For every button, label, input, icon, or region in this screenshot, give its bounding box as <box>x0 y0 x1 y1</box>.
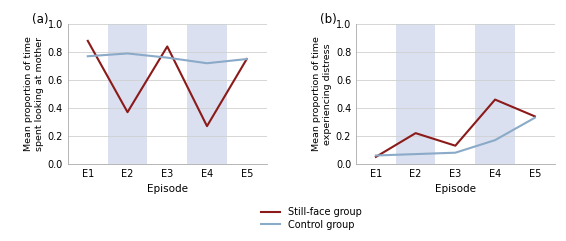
X-axis label: Episode: Episode <box>435 184 476 194</box>
Legend: Still-face group, Control group: Still-face group, Control group <box>257 203 366 234</box>
Bar <box>187 24 227 164</box>
Y-axis label: Mean proportion of time
spent looking at mother: Mean proportion of time spent looking at… <box>24 37 44 151</box>
Bar <box>475 24 515 164</box>
Bar <box>108 24 147 164</box>
Text: (b): (b) <box>320 13 337 26</box>
Text: (a): (a) <box>32 13 49 26</box>
Bar <box>396 24 435 164</box>
X-axis label: Episode: Episode <box>147 184 188 194</box>
Y-axis label: Mean proportion of time
experiencing distress: Mean proportion of time experiencing dis… <box>312 37 332 151</box>
